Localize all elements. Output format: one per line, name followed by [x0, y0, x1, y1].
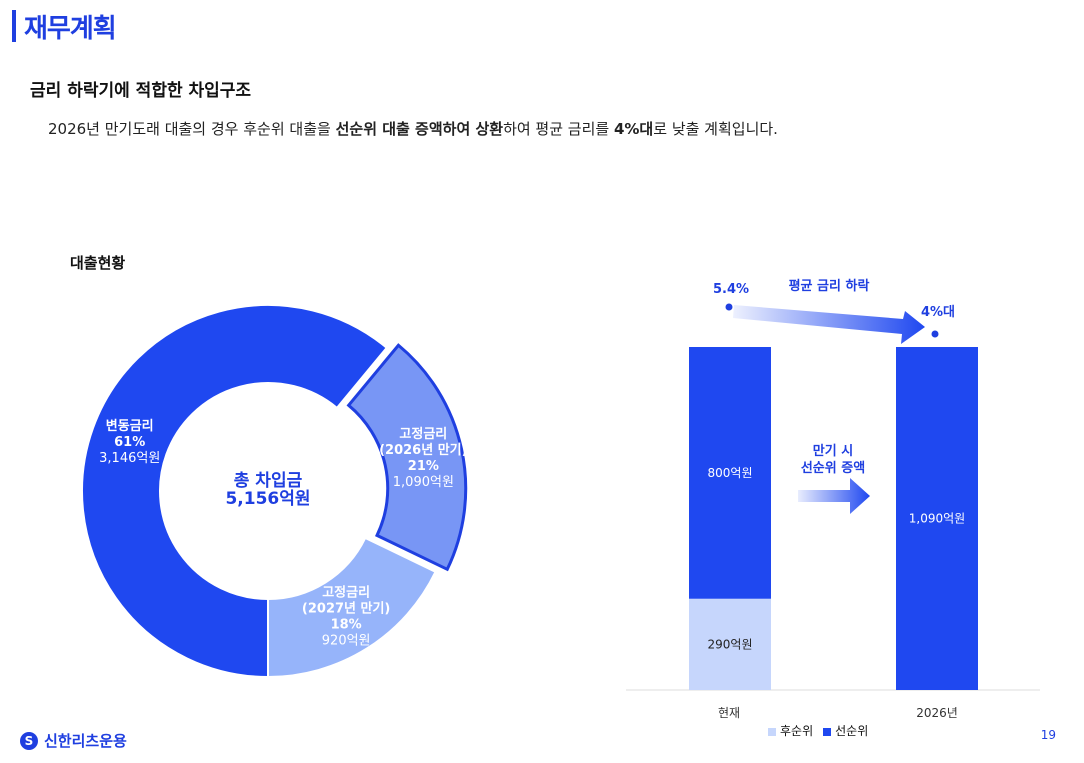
- bar-value-label: 1,090억원: [909, 512, 965, 526]
- loan-status-label: 대출현황: [70, 254, 126, 272]
- rate-after-dot: [931, 330, 939, 338]
- summary-bold-1: 선순위 대출 증액하여 상환: [335, 120, 504, 138]
- donut-slice-label: 1,090억원: [393, 475, 454, 490]
- donut-slice-label: 고정금리: [322, 585, 370, 601]
- page-number: 19: [1040, 728, 1056, 742]
- donut-slice: [81, 304, 389, 679]
- section-subtitle: 금리 하락기에 적합한 차입구조: [30, 81, 252, 101]
- donut-slice-label: 18%: [331, 618, 362, 633]
- legend-item-senior: 선순위: [823, 722, 868, 739]
- rate-before-label: 5.4%: [713, 282, 749, 297]
- donut-slice-label: (2026년 만기): [379, 442, 467, 458]
- logo-text: 신한리츠운용: [44, 732, 127, 750]
- refinance-arrow: [798, 478, 870, 514]
- summary-part-2: 하여 평균 금리를: [503, 120, 614, 138]
- donut-slice-label: 변동금리: [106, 418, 154, 434]
- logo-mark-icon: S: [20, 731, 38, 750]
- x-tick-label: 2026년: [916, 706, 958, 720]
- title-accent-bar: [12, 10, 16, 42]
- bar-segment: [689, 598, 771, 690]
- bar-segment: [896, 347, 978, 690]
- company-logo: S 신한리츠운용: [20, 730, 127, 751]
- summary-text: 2026년 만기도래 대출의 경우 후순위 대출을 선순위 대출 증액하여 상환…: [48, 118, 778, 139]
- x-tick-label: 현재: [718, 706, 740, 720]
- bar-legend: 후순위 선순위: [768, 722, 868, 739]
- legend-item-subordinate: 후순위: [768, 722, 813, 739]
- rate-after-label: 4%대: [921, 305, 955, 320]
- donut-slice-label: 고정금리: [399, 426, 447, 442]
- summary-part-1: 2026년 만기도래 대출의 경우 후순위 대출을: [48, 120, 336, 138]
- donut-slice: [267, 536, 437, 679]
- donut-center-line1: 총 차입금: [234, 471, 303, 491]
- summary-bold-2: 4%대: [613, 120, 654, 138]
- rate-caption: 평균 금리 하락: [789, 278, 870, 294]
- rate-before-dot: [725, 303, 733, 311]
- donut-slice-label: 61%: [114, 435, 145, 450]
- rate-decline-arrow: [733, 305, 925, 344]
- legend-label-subordinate: 후순위: [780, 724, 814, 738]
- bar-value-label: 800억원: [708, 466, 753, 480]
- page-title: 재무계획: [24, 14, 117, 44]
- donut-slice-label: 21%: [408, 459, 439, 474]
- bar-segment: [689, 347, 771, 599]
- donut-slice-label: (2027년 만기): [302, 601, 390, 617]
- legend-swatch-subordinate: [768, 727, 776, 736]
- donut-center-line2: 5,156억원: [225, 489, 310, 509]
- bar-value-label: 290억원: [708, 637, 753, 651]
- donut-slice-label: 920억원: [322, 634, 371, 649]
- donut-slice-label: 3,146억원: [99, 451, 160, 466]
- legend-swatch-senior: [823, 727, 832, 736]
- donut-slice: [346, 343, 468, 572]
- legend-label-senior: 선순위: [835, 724, 869, 738]
- summary-part-3: 로 낮출 계획입니다.: [653, 120, 778, 138]
- mid-arrow-caption-line1: 만기 시: [813, 443, 853, 459]
- mid-arrow-caption-line2: 선순위 증액: [801, 460, 865, 476]
